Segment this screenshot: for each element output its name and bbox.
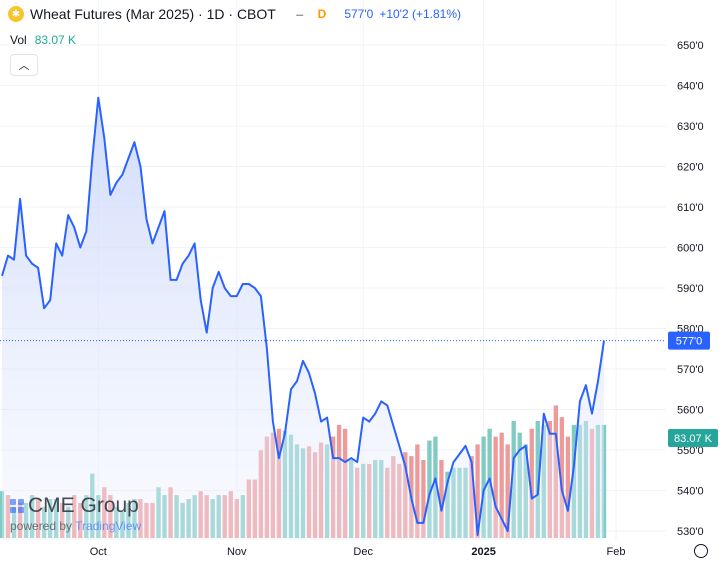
x-axis-tick-label: 2025 — [471, 546, 495, 558]
y-axis-tick-label: 530'0 — [677, 526, 704, 538]
volume-bar — [439, 460, 444, 538]
y-axis-tick-label: 610'0 — [677, 202, 704, 214]
y-axis-tick-label: 650'0 — [677, 40, 704, 52]
price-change-value: +10'2 (+1.81%) — [379, 7, 461, 21]
y-axis-tick-label: 630'0 — [677, 121, 704, 133]
y-axis-tick-label: 560'0 — [677, 405, 704, 417]
delayed-data-badge[interactable]: D — [317, 7, 327, 21]
volume-bar — [529, 428, 534, 538]
y-axis-tick-label: 640'0 — [677, 81, 704, 93]
volume-value: 83.07 K — [34, 33, 77, 47]
volume-bar — [499, 432, 504, 538]
volume-bar — [481, 436, 486, 538]
volume-bar — [415, 444, 420, 538]
y-axis-tick-label: 590'0 — [677, 283, 704, 295]
ohlc-placeholder: – — [295, 6, 304, 22]
volume-bar — [475, 444, 480, 538]
volume-bar — [535, 421, 540, 538]
y-axis-tick-label: 540'0 — [677, 486, 704, 498]
last-price-tag: 577'0 — [668, 331, 710, 350]
volume-bar — [493, 436, 498, 538]
y-axis-tick-label: 620'0 — [677, 162, 704, 174]
price-area-fill — [2, 97, 604, 540]
y-axis-tick-label: 570'0 — [677, 364, 704, 376]
last-price-value: 577'0 — [344, 7, 374, 21]
volume-bar — [565, 436, 571, 538]
volume-legend: Vol 83.07 K — [10, 33, 76, 47]
volume-bar — [427, 440, 432, 538]
x-axis-tick-label: Nov — [227, 546, 247, 558]
wheat-icon: ✱ — [8, 6, 24, 22]
watermark: CME Group powered by TradingView — [10, 494, 141, 533]
x-axis-tick-label: Dec — [353, 546, 373, 558]
volume-bar — [421, 460, 426, 538]
series-legend: ✱ Wheat Futures (Mar 2025) · 1D · CBOT –… — [8, 6, 461, 22]
chevron-up-icon: ︿ — [18, 60, 30, 72]
collapse-legend-button[interactable]: ︿ — [10, 54, 38, 76]
volume-label[interactable]: Vol — [10, 33, 27, 47]
cme-logo-icon — [10, 499, 24, 513]
volume-tag: 83.07 K — [668, 429, 718, 447]
brand-name: CME Group — [28, 494, 139, 517]
platform-name: TradingView — [75, 519, 142, 533]
powered-by-label: powered by — [10, 519, 73, 533]
y-axis-tick-label: 550'0 — [677, 445, 704, 457]
settings-icon[interactable] — [694, 544, 708, 558]
x-axis-tick-label: Feb — [607, 546, 626, 558]
chart-title[interactable]: Wheat Futures (Mar 2025) · 1D · CBOT — [30, 6, 276, 22]
cme-group-logo: CME Group — [10, 494, 141, 518]
powered-by-text: powered by TradingView — [10, 519, 141, 533]
volume-tag-label: 83.07 K — [674, 433, 713, 445]
x-axis-tick-label: Oct — [90, 546, 107, 558]
y-axis-tick-label: 600'0 — [677, 243, 704, 255]
volume-bar — [505, 444, 510, 538]
last-price-tag-label: 577'0 — [676, 336, 703, 348]
volume-bar — [559, 417, 565, 538]
price-series-line — [1, 96, 605, 536]
